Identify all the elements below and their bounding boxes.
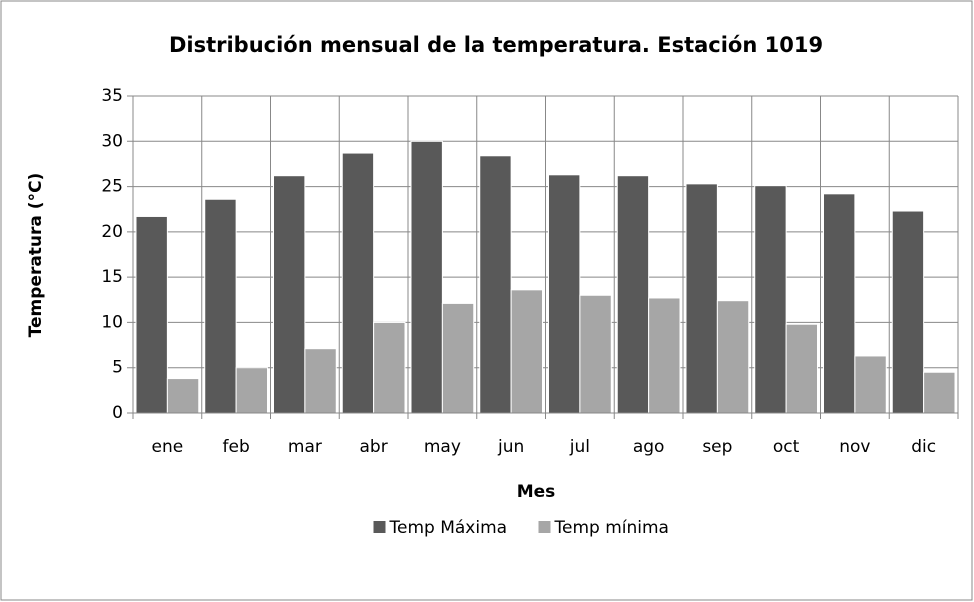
legend-label: Temp mínima	[554, 518, 669, 538]
x-tick-label: mar	[288, 437, 322, 457]
bar	[441, 302, 475, 414]
x-axis-title: Mes	[517, 482, 556, 502]
y-tick-label: 15	[101, 267, 123, 287]
bar	[510, 289, 543, 414]
x-tick-label: jul	[569, 437, 590, 457]
bar	[685, 183, 718, 414]
x-tick-label: dic	[911, 437, 936, 457]
y-tick-label: 20	[101, 222, 123, 242]
bar	[410, 140, 443, 414]
bar	[754, 185, 787, 414]
bar	[616, 175, 650, 414]
x-tick-label: may	[424, 437, 461, 457]
y-tick-label: 30	[101, 131, 123, 151]
y-tick-label: 25	[101, 177, 123, 197]
bar	[273, 175, 306, 414]
legend-swatch	[373, 521, 386, 533]
y-tick-label: 10	[101, 312, 123, 332]
bar	[579, 294, 612, 414]
bar	[204, 198, 237, 414]
bar	[785, 323, 818, 414]
bar	[341, 152, 375, 414]
bar	[923, 371, 956, 414]
x-tick-label: oct	[773, 437, 800, 457]
legend-swatch	[538, 521, 551, 533]
bar	[548, 174, 581, 414]
bar	[479, 155, 512, 414]
x-tick-label: jun	[497, 437, 524, 457]
y-tick-label: 35	[101, 86, 123, 106]
bar	[648, 297, 681, 414]
bar	[891, 210, 925, 414]
x-tick-label: nov	[839, 437, 870, 457]
bar	[304, 348, 337, 414]
bar	[854, 355, 887, 414]
x-tick-label: abr	[360, 437, 388, 457]
bar	[373, 321, 406, 414]
y-tick-label: 5	[112, 358, 123, 378]
bar	[166, 378, 200, 414]
y-tick-label: 0	[112, 403, 123, 423]
x-tick-label: ago	[633, 437, 665, 457]
x-tick-label: feb	[223, 437, 250, 457]
y-axis-title: Temperatura (°C)	[26, 173, 46, 338]
bar	[135, 215, 168, 414]
x-tick-label: sep	[702, 437, 732, 457]
x-tick-label: ene	[152, 437, 184, 457]
bar	[823, 193, 856, 414]
chart-title: Distribución mensual de la temperatura. …	[169, 33, 823, 57]
bar	[235, 367, 268, 414]
legend-label: Temp Máxima	[389, 518, 508, 538]
bar	[716, 300, 750, 414]
